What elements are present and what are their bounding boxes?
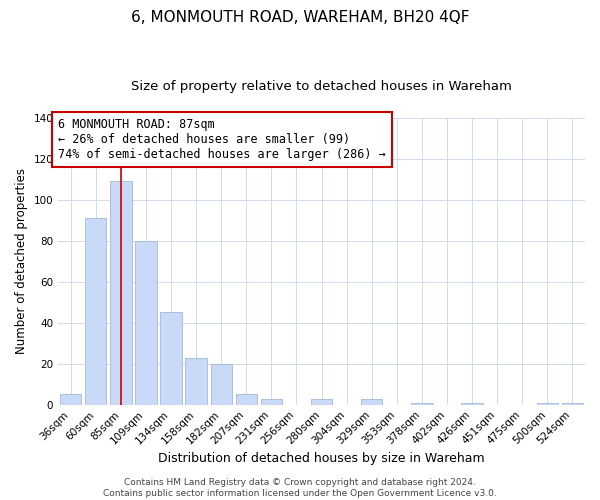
Bar	[60, 394, 82, 404]
Text: 6, MONMOUTH ROAD, WAREHAM, BH20 4QF: 6, MONMOUTH ROAD, WAREHAM, BH20 4QF	[131, 10, 469, 25]
Bar	[411, 402, 433, 404]
Bar	[261, 398, 282, 404]
Bar	[136, 241, 157, 404]
Bar	[211, 364, 232, 405]
Y-axis label: Number of detached properties: Number of detached properties	[15, 168, 28, 354]
Title: Size of property relative to detached houses in Wareham: Size of property relative to detached ho…	[131, 80, 512, 93]
Bar	[311, 398, 332, 404]
Bar	[110, 182, 131, 404]
Bar	[85, 218, 106, 404]
Bar	[461, 402, 483, 404]
Bar	[185, 358, 207, 405]
Bar	[537, 402, 558, 404]
Bar	[361, 398, 382, 404]
Text: Contains HM Land Registry data © Crown copyright and database right 2024.
Contai: Contains HM Land Registry data © Crown c…	[103, 478, 497, 498]
Text: 6 MONMOUTH ROAD: 87sqm
← 26% of detached houses are smaller (99)
74% of semi-det: 6 MONMOUTH ROAD: 87sqm ← 26% of detached…	[58, 118, 386, 161]
Bar	[236, 394, 257, 404]
Bar	[160, 312, 182, 404]
Bar	[562, 402, 583, 404]
X-axis label: Distribution of detached houses by size in Wareham: Distribution of detached houses by size …	[158, 452, 485, 465]
